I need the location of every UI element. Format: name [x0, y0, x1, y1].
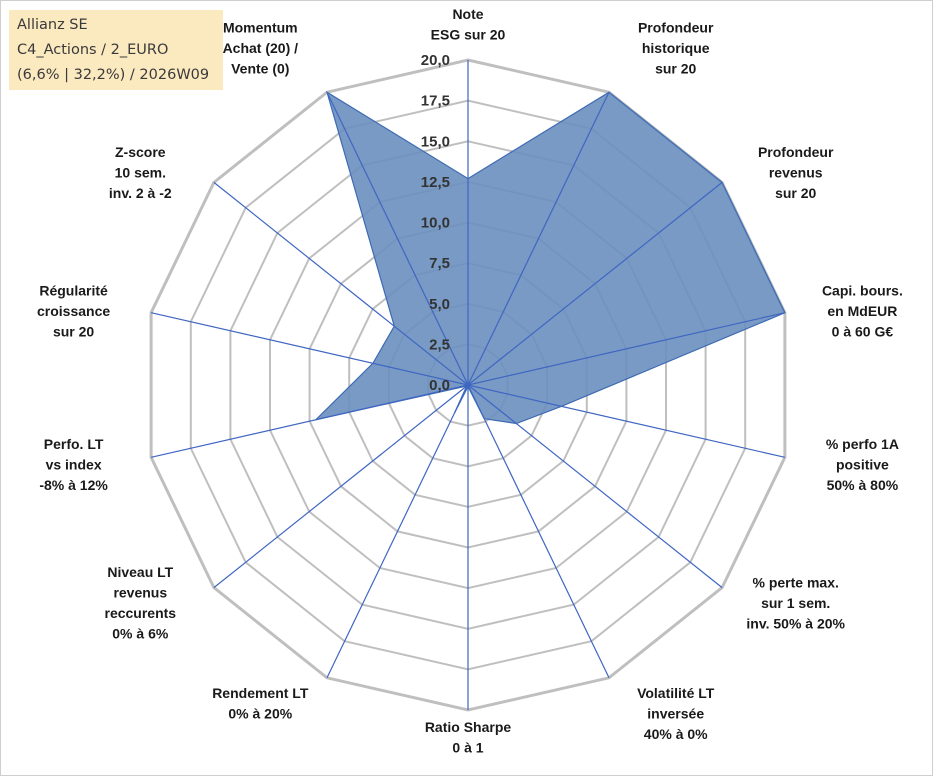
- axis-label: croissance: [37, 303, 110, 319]
- tick-label: 15,0: [421, 133, 450, 150]
- axis-label: sur 20: [775, 185, 816, 201]
- axis-spoke: [326, 384, 469, 679]
- axis-label: historique: [642, 40, 710, 56]
- axis-label: reccurents: [105, 605, 177, 621]
- company-name: Allianz SE: [17, 17, 88, 33]
- axis-label: ESG sur 20: [431, 27, 506, 43]
- axis-spoke: [213, 384, 469, 589]
- tick-label: 20,0: [421, 52, 450, 69]
- axis-label: Perfo. LT: [44, 436, 104, 452]
- axis-label: Volatilité LT: [637, 685, 715, 701]
- spoke-layer: [150, 60, 786, 710]
- axis-label: % perfo 1A: [826, 436, 899, 452]
- axis-label: revenus: [769, 165, 823, 181]
- period-summary: (6,6% | 32,2%) / 2026W09: [17, 67, 210, 83]
- axis-label: 40% à 0%: [644, 726, 708, 742]
- axis-label: 0 à 1: [452, 740, 483, 756]
- axis-label: inv. 50% à 20%: [746, 615, 845, 631]
- axis-spoke: [150, 384, 469, 458]
- axis-label: Ratio Sharpe: [425, 719, 512, 735]
- axis-label: en MdEUR: [827, 303, 897, 319]
- axis-label: Niveau LT: [107, 564, 173, 580]
- series-area: [313, 90, 786, 425]
- axis-label: positive: [836, 457, 889, 473]
- axis-label: 0% à 6%: [112, 626, 169, 642]
- axis-label: sur 20: [655, 61, 696, 77]
- axis-spoke: [467, 91, 610, 386]
- axis-label: inv. 2 à -2: [109, 185, 172, 201]
- axis-label: Rendement LT: [212, 685, 309, 701]
- tick-label: 17,5: [421, 93, 450, 110]
- axis-label: Régularité: [39, 283, 108, 299]
- tick-label: 5,0: [429, 296, 450, 313]
- axis-label: Z-score: [115, 144, 166, 160]
- tick-layer: 0,0 2,5 5,0 7,5 10,0 12,5 15,0 17,5 20,0: [421, 52, 450, 394]
- axis-label: sur 20: [53, 324, 94, 340]
- tick-label: 2,5: [429, 336, 450, 353]
- axis-label: Note: [452, 6, 483, 22]
- axis-label: inversée: [647, 705, 704, 721]
- info-box: Allianz SE C4_Actions / 2_EURO (6,6% | 3…: [9, 10, 223, 90]
- axis-label: -8% à 12%: [39, 477, 108, 493]
- axis-spoke: [326, 91, 469, 386]
- axis-spoke: [150, 312, 469, 386]
- axis-label: Profondeur: [638, 20, 714, 36]
- axis-label: Capi. bours.: [822, 283, 903, 299]
- tick-label: 12,5: [421, 174, 450, 191]
- axis-label: Momentum: [223, 20, 298, 36]
- tick-label: 0,0: [429, 377, 450, 394]
- series-layer: [313, 90, 786, 425]
- label-layer: Note ESG sur 20 Profondeur historique sur 20…: [37, 6, 903, 756]
- axis-label: 0% à 20%: [228, 705, 292, 721]
- axis-spoke: [467, 384, 723, 589]
- axis-label: Profondeur: [758, 144, 834, 160]
- axis-spoke: [467, 384, 610, 679]
- axis-label: vs index: [46, 457, 102, 473]
- axis-label: revenus: [113, 585, 167, 601]
- axis-label: 50% à 80%: [827, 477, 899, 493]
- axis-spoke: [467, 384, 786, 458]
- axis-label: % perte max.: [753, 574, 839, 590]
- axis-spoke: [467, 312, 786, 386]
- axis-label: Vente (0): [231, 61, 289, 77]
- axis-label: 0 à 60 G€: [832, 324, 894, 340]
- tick-label: 7,5: [429, 255, 450, 272]
- axis-label: sur 1 sem.: [761, 595, 830, 611]
- axis-label: 10 sem.: [115, 165, 166, 181]
- axis-spoke: [213, 181, 469, 386]
- portfolio-category: C4_Actions / 2_EURO: [17, 42, 169, 58]
- tick-label: 10,0: [421, 215, 450, 232]
- axis-spoke: [467, 181, 723, 386]
- axis-label: Achat (20) /: [223, 40, 299, 56]
